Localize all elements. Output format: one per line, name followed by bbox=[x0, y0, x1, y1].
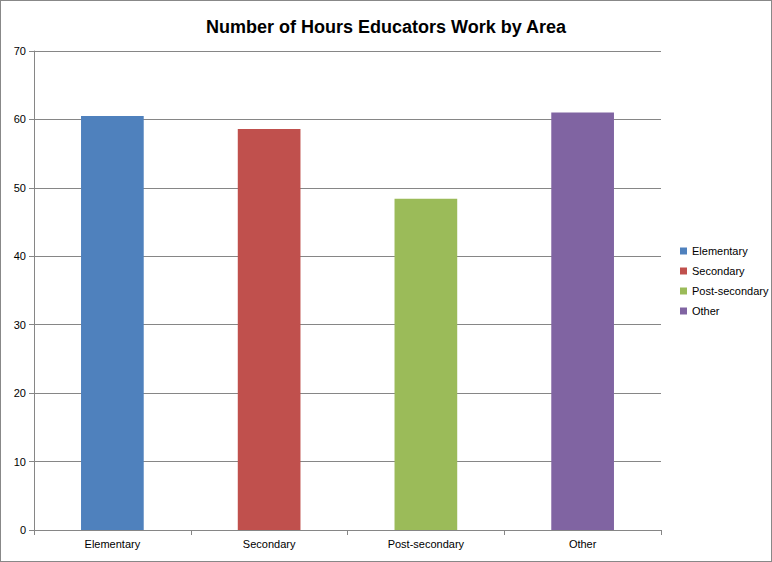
svg-text:Other: Other bbox=[692, 305, 720, 317]
svg-text:50: 50 bbox=[14, 182, 26, 194]
svg-text:60: 60 bbox=[14, 113, 26, 125]
svg-text:70: 70 bbox=[14, 45, 26, 57]
svg-text:10: 10 bbox=[14, 456, 26, 468]
svg-text:30: 30 bbox=[14, 319, 26, 331]
svg-text:Elementary: Elementary bbox=[85, 538, 141, 550]
svg-text:Secondary: Secondary bbox=[692, 265, 745, 277]
svg-text:20: 20 bbox=[14, 387, 26, 399]
svg-text:Other: Other bbox=[569, 538, 597, 550]
svg-text:Secondary: Secondary bbox=[243, 538, 296, 550]
svg-text:0: 0 bbox=[20, 524, 26, 536]
svg-text:40: 40 bbox=[14, 250, 26, 262]
svg-text:Elementary: Elementary bbox=[692, 245, 748, 257]
svg-text:Number of Hours Educators Work: Number of Hours Educators Work by Area bbox=[206, 17, 567, 37]
svg-text:Post-secondary: Post-secondary bbox=[692, 285, 769, 297]
svg-text:Post-secondary: Post-secondary bbox=[388, 538, 465, 550]
